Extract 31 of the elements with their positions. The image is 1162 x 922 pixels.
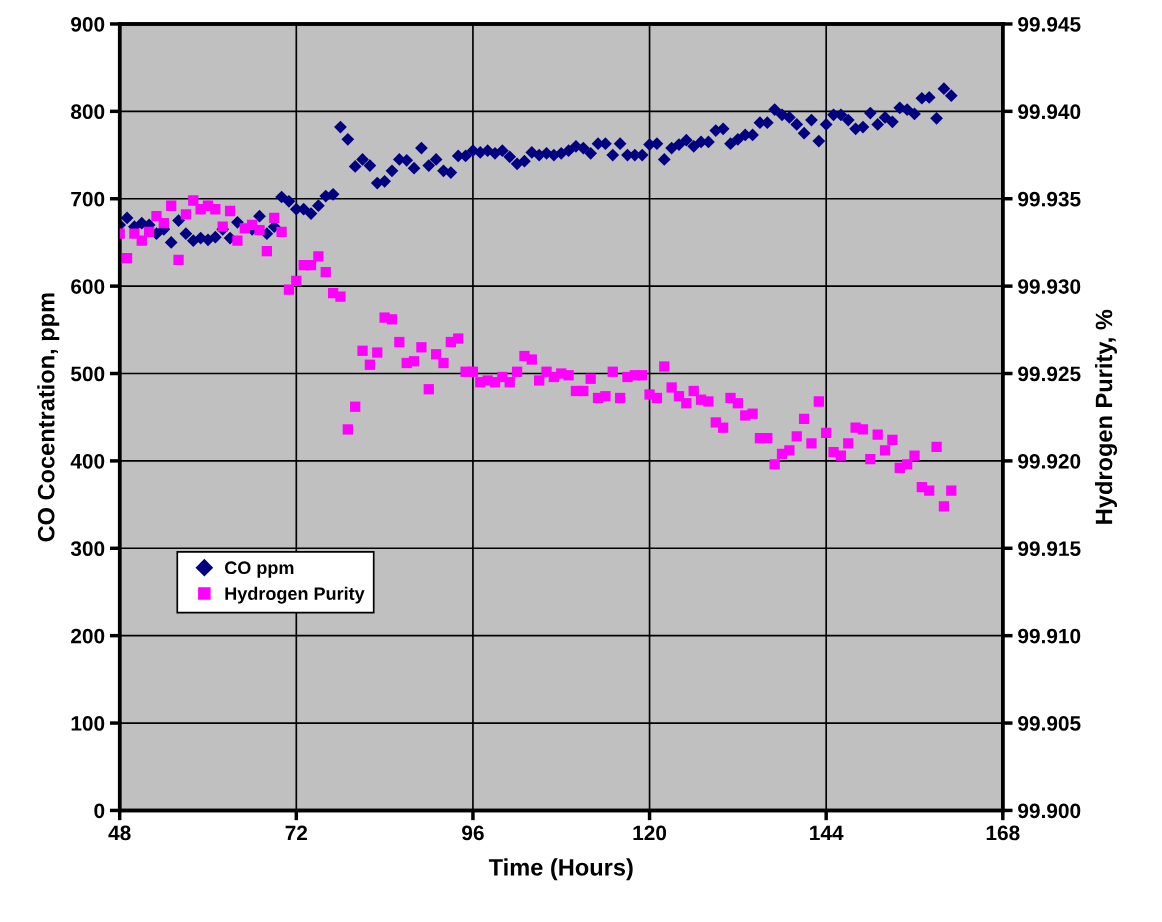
- legend-label: CO ppm: [224, 561, 294, 578]
- y-tick-label: 500: [70, 366, 105, 382]
- y2-tick-label: 99.935: [1018, 191, 1081, 207]
- x-tick-label: 96: [462, 825, 484, 841]
- y2-tick-label: 99.900: [1018, 803, 1081, 819]
- x-tick-label: 48: [108, 825, 131, 841]
- x-tick-label: 120: [633, 825, 667, 841]
- y-tick-label: 300: [70, 541, 105, 557]
- y-tick-label: 600: [71, 279, 105, 294]
- y-tick-label: 0: [94, 803, 105, 819]
- y-axis-title: CO Cocentration, ppm: [37, 293, 60, 542]
- y2-tick-label: 99.945: [1018, 16, 1081, 32]
- y-tick-label: 100: [71, 716, 105, 731]
- x-tick-label: 144: [810, 825, 844, 841]
- y-tick-label: 400: [70, 453, 105, 469]
- y2-tick-label: 99.910: [1018, 628, 1081, 644]
- y2-tick-label: 99.915: [1018, 541, 1081, 557]
- y2-tick-label: 99.940: [1018, 104, 1081, 120]
- y2-tick-label: 99.920: [1018, 453, 1081, 469]
- y-tick-label: 700: [71, 191, 105, 207]
- y2-tick-label: 99.930: [1018, 279, 1081, 294]
- y-tick-label: 800: [71, 104, 105, 120]
- y2-axis-title: Hydrogen Purity, %: [1094, 309, 1118, 524]
- y2-tick-label: 99.925: [1018, 366, 1081, 382]
- x-tick-label: 168: [986, 825, 1020, 841]
- x-tick-label: 72: [285, 825, 308, 841]
- x-axis-title: Time (Hours): [488, 858, 633, 881]
- y-tick-label: 900: [71, 16, 105, 32]
- legend-label: Hydrogen Purity: [225, 586, 365, 604]
- y-tick-label: 200: [71, 628, 105, 644]
- y2-tick-label: 99.905: [1018, 716, 1081, 731]
